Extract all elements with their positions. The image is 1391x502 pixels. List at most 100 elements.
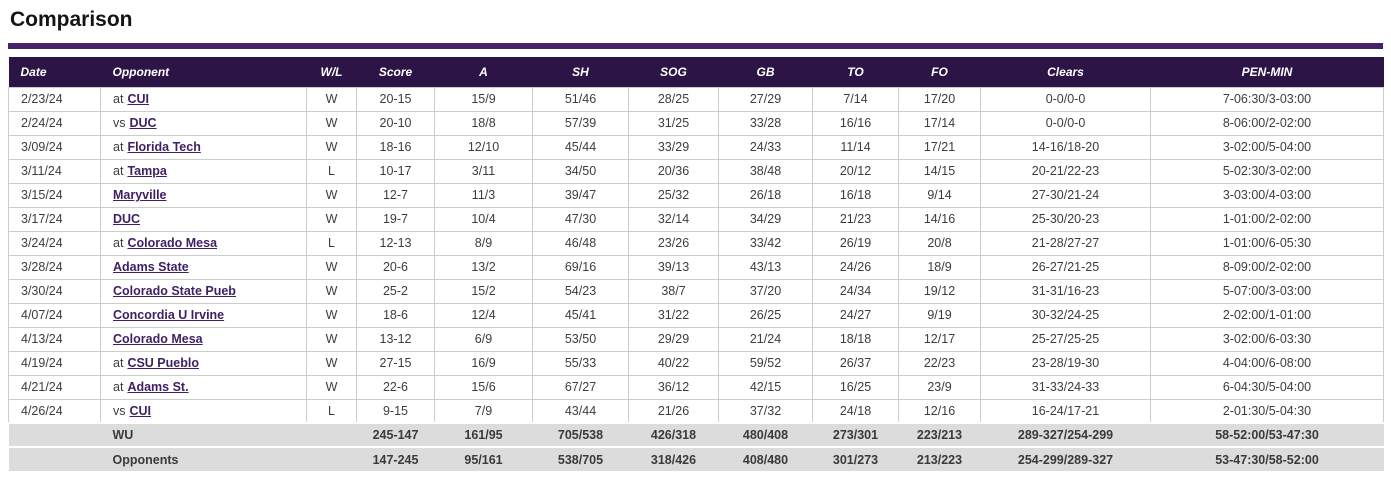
opponent-link[interactable]: Maryville <box>113 188 167 202</box>
cell-date: 4/13/24 <box>8 326 101 352</box>
cell-score: 25-2 <box>356 278 435 304</box>
game-row: 4/21/24 at Adams St. W 22-6 15/6 67/27 36/12 42/… <box>8 374 1384 400</box>
venue-prefix: at <box>113 164 124 178</box>
cell-to: 24/26 <box>812 254 899 280</box>
cell-pen: 8-09:00/2-02:00 <box>1150 254 1384 280</box>
opponent-link[interactable]: CUI <box>129 403 152 418</box>
cell-wl: W <box>306 278 357 304</box>
total-a: 95/161 <box>434 446 533 471</box>
cell-fo: 9/19 <box>898 302 981 328</box>
cell-a: 16/9 <box>434 350 533 376</box>
venue-prefix: at <box>113 356 124 370</box>
cell-fo: 17/14 <box>898 110 981 136</box>
totals-row: Opponents 147-245 95/161 538/705 318/426 408/… <box>8 446 1384 471</box>
cell-to: 24/34 <box>812 278 899 304</box>
table-body: 2/23/24 at CUI W 20-15 15/9 51/46 28/25 27/29 7/1… <box>8 86 1384 424</box>
cell-sog: 39/13 <box>628 254 719 280</box>
opponent-link[interactable]: Adams State <box>113 260 189 274</box>
total-sh: 538/705 <box>532 446 629 471</box>
cell-to: 11/14 <box>812 134 899 160</box>
column-header-fo: FO <box>898 57 981 87</box>
cell-opponent: at CUI <box>100 86 307 112</box>
opponent-link[interactable]: Tampa <box>127 164 167 178</box>
cell-sog: 28/25 <box>628 86 719 112</box>
venue-prefix: at <box>113 140 124 154</box>
game-row: 2/23/24 at CUI W 20-15 15/9 51/46 28/25 27/29 7/1… <box>8 86 1384 112</box>
cell-a: 15/9 <box>434 86 533 112</box>
cell-opponent: at Colorado Mesa <box>100 230 307 256</box>
totals-empty-cell <box>8 422 101 447</box>
cell-wl: L <box>306 230 357 256</box>
opponent-link[interactable]: DUC <box>129 116 157 130</box>
game-row: 3/28/24 Adams State W 20-6 13/2 69/16 39/13 43/… <box>8 254 1384 280</box>
total-sh: 705/538 <box>532 422 629 447</box>
total-score: 147-245 <box>356 446 435 471</box>
cell-pen: 8-06:00/2-02:00 <box>1150 110 1384 136</box>
cell-score: 13-12 <box>356 326 435 352</box>
totals-row: WU 245-147 161/95 705/538 426/318 480/408 273/… <box>8 422 1384 447</box>
cell-date: 4/19/24 <box>8 350 101 376</box>
cell-gb: 34/29 <box>718 206 813 232</box>
opponent-link[interactable]: CSU Pueblo <box>127 356 199 370</box>
cell-fo: 23/9 <box>898 374 981 400</box>
opponent-link[interactable]: Concordia U Irvine <box>113 308 225 322</box>
cell-fo: 9/14 <box>898 182 981 208</box>
cell-pen: 3-02:00/6-03:30 <box>1150 326 1384 352</box>
venue-prefix: vs <box>113 116 126 130</box>
opponent-link[interactable]: Adams St. <box>127 380 189 394</box>
cell-opponent: at Tampa <box>100 158 307 184</box>
cell-opponent: Colorado Mesa <box>100 326 307 352</box>
game-row: 3/17/24 DUC W 19-7 10/4 47/30 32/14 34/29 21/23 1… <box>8 206 1384 232</box>
cell-sog: 33/29 <box>628 134 719 160</box>
venue-prefix: vs <box>113 403 126 418</box>
total-pen: 53-47:30/58-52:00 <box>1150 446 1384 471</box>
cell-opponent: vs DUC <box>100 110 307 136</box>
total-fo: 223/213 <box>898 422 981 447</box>
cell-fo: 14/16 <box>898 206 981 232</box>
total-pen: 58-52:00/53-47:30 <box>1150 422 1384 447</box>
game-row: 3/30/24 Colorado State Pueb W 25-2 15/2 54/23… <box>8 278 1384 304</box>
total-sog: 426/318 <box>628 422 719 447</box>
cell-score: 10-17 <box>356 158 435 184</box>
total-to: 301/273 <box>812 446 899 471</box>
total-sog: 318/426 <box>628 446 719 471</box>
cell-pen: 1-01:00/2-02:00 <box>1150 206 1384 232</box>
cell-score: 22-6 <box>356 374 435 400</box>
opponent-link[interactable]: Colorado Mesa <box>113 332 203 346</box>
opponent-link[interactable]: Colorado State Pueb <box>113 284 236 298</box>
opponent-link[interactable]: CUI <box>127 92 149 106</box>
opponent-link[interactable]: Colorado Mesa <box>127 236 218 250</box>
cell-gb: 37/32 <box>718 398 813 424</box>
cell-to: 26/19 <box>812 230 899 256</box>
game-row: 2/24/24 vs DUC W 20-10 18/8 57/39 31/25 33/28 16/… <box>8 110 1384 136</box>
cell-date: 3/09/24 <box>8 134 101 160</box>
cell-gb: 24/33 <box>718 134 813 160</box>
totals-label: Opponents <box>100 446 307 471</box>
cell-sh: 46/48 <box>532 230 629 256</box>
total-gb: 408/480 <box>718 446 813 471</box>
cell-a: 12/10 <box>434 134 533 160</box>
cell-fo: 17/20 <box>898 86 981 112</box>
cell-fo: 22/23 <box>898 350 981 376</box>
total-gb: 480/408 <box>718 422 813 447</box>
cell-clears: 25-27/25-25 <box>980 326 1151 352</box>
cell-date: 4/26/24 <box>8 398 101 424</box>
cell-pen: 1-01:00/6-05:30 <box>1150 230 1384 256</box>
cell-wl: W <box>306 182 357 208</box>
column-header-wl: W/L <box>306 57 357 87</box>
opponent-link[interactable]: Florida Tech <box>127 140 201 154</box>
totals-empty-cell <box>8 446 101 471</box>
cell-sog: 23/26 <box>628 230 719 256</box>
cell-clears: 21-28/27-27 <box>980 230 1151 256</box>
cell-gb: 26/18 <box>718 182 813 208</box>
cell-date: 2/23/24 <box>8 86 101 112</box>
cell-pen: 2-01:30/5-04:30 <box>1150 398 1384 424</box>
cell-sh: 53/50 <box>532 326 629 352</box>
column-header-score: Score <box>356 57 435 87</box>
cell-opponent: at Florida Tech <box>100 134 307 160</box>
comparison-table: Date Opponent W/L Score A SH SOG GB TO FO Clears PE… <box>8 57 1384 471</box>
cell-clears: 25-30/20-23 <box>980 206 1151 232</box>
cell-opponent: vs CUI <box>100 398 307 424</box>
opponent-link[interactable]: DUC <box>113 212 141 226</box>
cell-to: 16/16 <box>812 110 899 136</box>
